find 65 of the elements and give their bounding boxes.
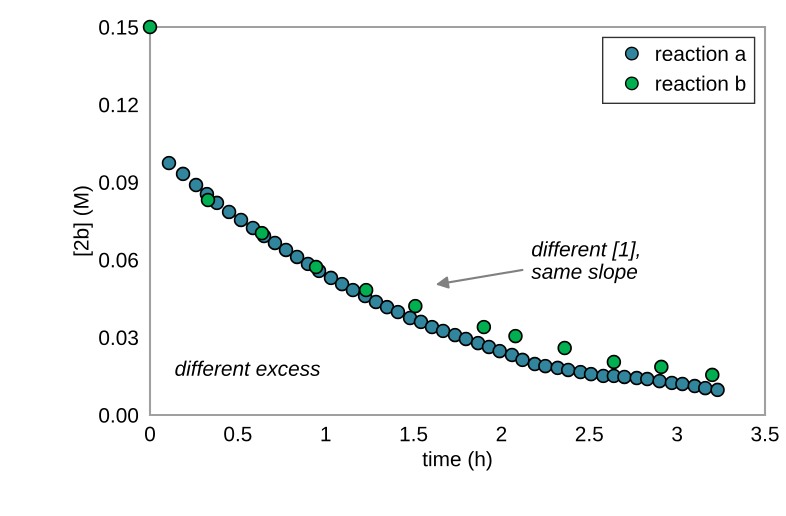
point — [606, 354, 622, 370]
annotation: different [1], same slope — [531, 241, 639, 284]
point — [334, 276, 350, 292]
legend-label: reaction a — [656, 46, 746, 62]
point — [654, 360, 669, 374]
point — [368, 294, 384, 310]
point — [176, 166, 190, 182]
point — [358, 282, 374, 298]
x-axis-title: time (h) — [422, 451, 492, 470]
point — [617, 370, 632, 384]
point — [492, 344, 507, 358]
point — [710, 382, 725, 398]
point — [557, 340, 572, 356]
point — [408, 298, 423, 314]
annotation: different excess — [175, 360, 320, 376]
y-tick-label: 0.15 — [99, 20, 138, 35]
y-axis-title: [2b] (M) — [73, 186, 93, 256]
point — [254, 226, 270, 240]
point — [278, 242, 294, 258]
y-tick-label: 0.06 — [99, 252, 138, 268]
point — [222, 204, 236, 220]
point — [560, 362, 576, 378]
point — [162, 156, 176, 170]
point — [448, 328, 462, 342]
x-tick-label: 3 — [672, 426, 682, 442]
point — [515, 352, 530, 368]
x-tick-label: 2 — [496, 426, 506, 442]
x-tick-label: 3.5 — [751, 426, 779, 442]
x-tick-label: 1.5 — [400, 426, 428, 442]
point — [414, 314, 428, 330]
x-tick-label: 0.5 — [224, 426, 252, 442]
point — [675, 376, 690, 392]
x-tick-label: 0 — [145, 426, 155, 442]
point — [640, 372, 655, 386]
point — [482, 340, 496, 354]
point — [652, 374, 667, 388]
y-tick-label: 0.00 — [99, 408, 138, 423]
y-tick-label: 0.09 — [99, 175, 138, 190]
point — [234, 212, 248, 228]
point — [268, 236, 282, 250]
point — [698, 380, 712, 396]
point — [504, 348, 520, 362]
x-tick-label: 1 — [322, 426, 330, 442]
point — [436, 324, 450, 338]
point — [380, 300, 394, 314]
point — [424, 320, 440, 334]
point — [584, 366, 598, 382]
point — [705, 368, 720, 382]
point — [508, 328, 523, 344]
point — [538, 358, 553, 374]
point — [470, 336, 486, 350]
point — [290, 250, 304, 264]
x-tick-label: 2.5 — [576, 426, 603, 442]
point — [200, 192, 216, 208]
point — [308, 260, 324, 274]
legend-label: reaction b — [656, 76, 746, 91]
y-tick-label: 0.12 — [99, 98, 138, 112]
point — [142, 20, 158, 34]
point — [476, 320, 492, 334]
point — [188, 178, 204, 192]
point — [324, 270, 338, 286]
point — [390, 304, 406, 320]
point — [346, 282, 360, 298]
point — [458, 332, 474, 346]
y-tick-label: 0.03 — [99, 330, 138, 346]
